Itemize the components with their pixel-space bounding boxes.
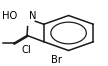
- Text: N: N: [29, 11, 36, 21]
- Text: HO: HO: [2, 11, 17, 21]
- Text: Br: Br: [51, 55, 62, 65]
- Text: Cl: Cl: [21, 45, 31, 56]
